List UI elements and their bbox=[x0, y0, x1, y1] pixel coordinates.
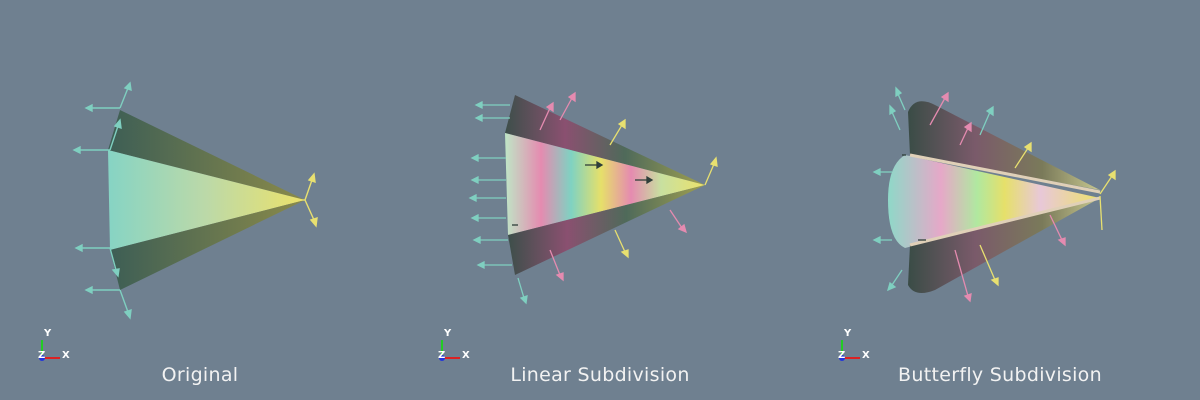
tip-arrows bbox=[292, 172, 318, 228]
axes-triad: Y X Z bbox=[38, 328, 70, 361]
normal-arrows bbox=[872, 86, 1116, 303]
axis-z-label: Z bbox=[438, 350, 445, 361]
viewport-original[interactable]: Y X Z Original bbox=[0, 0, 400, 400]
axes-triad: Y X Z bbox=[438, 328, 470, 361]
axis-x-label: X bbox=[462, 350, 470, 361]
axis-y-label: Y bbox=[443, 328, 452, 339]
mesh-face-bottom bbox=[110, 200, 305, 290]
mesh-face-top bbox=[908, 101, 1100, 190]
viewport-linear[interactable]: Y X Z Linear Subdivision bbox=[400, 0, 800, 400]
mesh-face-center bbox=[108, 150, 305, 250]
axis-x-label: X bbox=[862, 350, 870, 361]
mesh-original: Y X Z bbox=[38, 81, 318, 361]
axes-triad: Y X Z bbox=[838, 328, 870, 361]
mesh-face-center bbox=[505, 133, 705, 235]
panel-title-original: Original bbox=[161, 364, 239, 386]
mesh-face-bottom bbox=[908, 198, 1100, 294]
axis-z-label: Z bbox=[38, 350, 45, 361]
normal-arrows bbox=[468, 91, 718, 305]
axis-x-label: X bbox=[62, 350, 70, 361]
normal-arrows bbox=[72, 81, 132, 320]
panel-title-butterfly: Butterfly Subdivision bbox=[898, 364, 1102, 386]
mesh-face-top bbox=[108, 110, 305, 200]
mesh-face-center bbox=[888, 155, 1100, 248]
mesh-butterfly: Y X Z bbox=[838, 86, 1116, 361]
panel-title-linear: Linear Subdivision bbox=[510, 364, 690, 386]
axis-z-label: Z bbox=[838, 350, 845, 361]
axis-y-label: Y bbox=[43, 328, 52, 339]
mesh-edge-upper bbox=[909, 153, 1101, 194]
mesh-edge-lower bbox=[909, 196, 1101, 247]
viewport-butterfly[interactable]: Y X Z Butterfly Subdivision bbox=[800, 0, 1200, 400]
mesh-linear: Y X Z bbox=[438, 91, 718, 361]
mesh-face-top bbox=[505, 95, 705, 185]
axis-y-label: Y bbox=[843, 328, 852, 339]
mesh-face-bottom bbox=[508, 185, 705, 275]
